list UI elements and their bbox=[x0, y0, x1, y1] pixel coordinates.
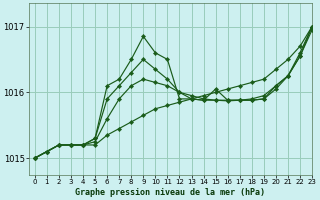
X-axis label: Graphe pression niveau de la mer (hPa): Graphe pression niveau de la mer (hPa) bbox=[76, 188, 265, 197]
